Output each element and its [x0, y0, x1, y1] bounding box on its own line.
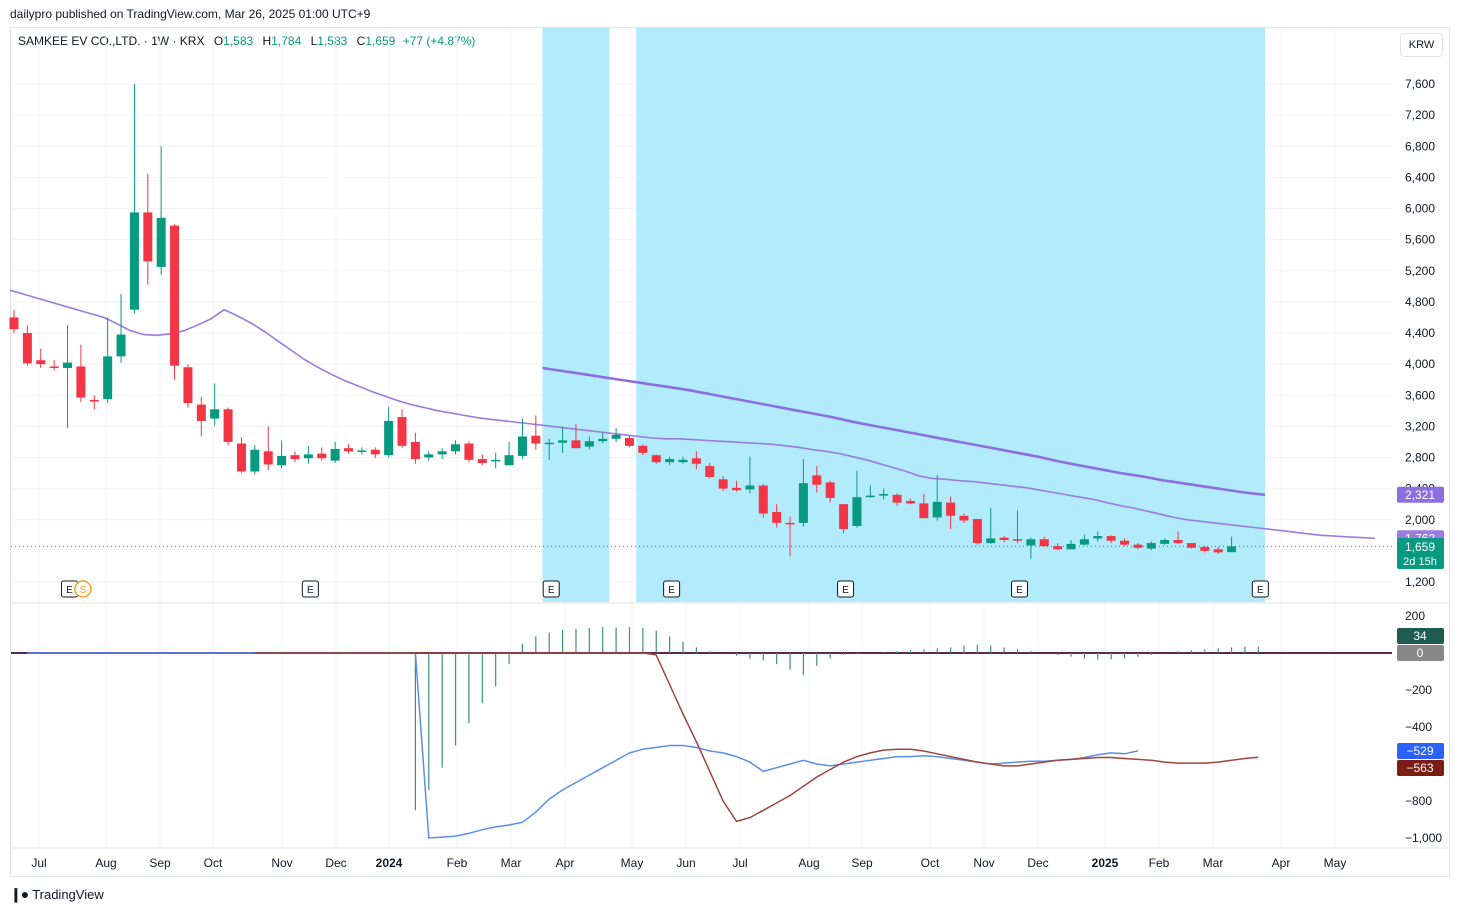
currency-button[interactable]: KRW — [1400, 33, 1443, 57]
footer: ❙● TradingView — [10, 886, 104, 903]
high-label: H — [262, 34, 272, 48]
change-value: +77 (+4.87%) — [402, 34, 476, 48]
published-caption: dailypro published on TradingView.com, M… — [10, 7, 371, 21]
symbol-name[interactable]: SAMKEE EV CO.,LTD. · 1W · KRX — [18, 34, 205, 48]
tradingview-logo-icon: ❙● — [10, 886, 29, 902]
footer-brand[interactable]: TradingView — [32, 887, 104, 902]
close-value: 1,659 — [365, 34, 396, 48]
open-value: 1,583 — [223, 34, 254, 48]
high-value: 1,784 — [271, 34, 302, 48]
chart-frame — [10, 27, 1450, 877]
open-label: O — [213, 34, 224, 48]
close-label: C — [356, 34, 366, 48]
symbol-legend: SAMKEE EV CO.,LTD. · 1W · KRX O1,583 H1,… — [18, 34, 475, 48]
low-label: L — [310, 34, 318, 48]
low-value: 1,583 — [317, 34, 348, 48]
